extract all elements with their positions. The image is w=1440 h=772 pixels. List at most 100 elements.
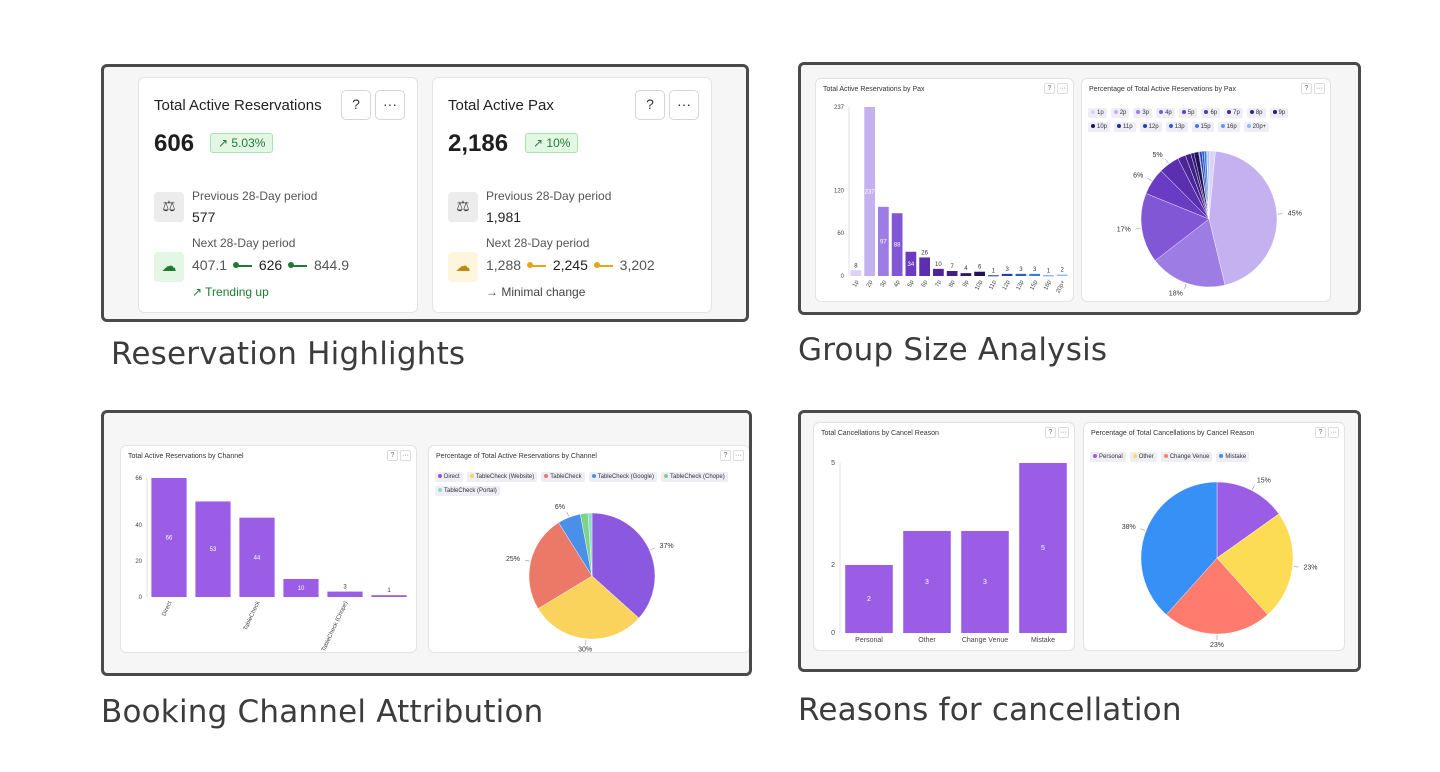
label-leader-line bbox=[566, 511, 569, 517]
y-tick-label: 120 bbox=[834, 188, 845, 194]
trend-label: ↗ Trending up bbox=[192, 285, 269, 299]
label-leader-line bbox=[1135, 228, 1141, 230]
legend-item[interactable]: 6p bbox=[1201, 108, 1221, 118]
legend-item[interactable]: Personal bbox=[1090, 452, 1126, 462]
data-label: 10 bbox=[935, 262, 942, 268]
legend-swatch-icon bbox=[1091, 110, 1095, 115]
y-tick-label: 20 bbox=[135, 559, 142, 565]
more-button[interactable]: ··· bbox=[1058, 427, 1069, 438]
slice-change-venue bbox=[1166, 557, 1268, 635]
legend-item[interactable]: 5p bbox=[1178, 108, 1198, 118]
chart-title: Percentage of Total Cancellations by Can… bbox=[1091, 430, 1255, 437]
forecast-range: 407.1 626 844.9 bbox=[192, 257, 349, 273]
x-tick-label: 15p bbox=[1029, 279, 1039, 291]
legend-item[interactable]: Mistake bbox=[1216, 452, 1250, 462]
help-button[interactable]: ? bbox=[341, 90, 371, 120]
legend-item[interactable]: 20p+ bbox=[1243, 122, 1270, 132]
legend-item[interactable]: 12p bbox=[1139, 122, 1162, 132]
help-button[interactable]: ? bbox=[720, 450, 731, 461]
legend-item[interactable]: Direct bbox=[435, 472, 463, 482]
data-label: 53 bbox=[210, 547, 217, 553]
slice-tablecheck-portal- bbox=[587, 512, 593, 577]
legend-item[interactable]: 2p bbox=[1110, 108, 1130, 118]
y-tick-label: 0 bbox=[139, 595, 143, 601]
legend-item[interactable]: Change Venue bbox=[1160, 452, 1213, 462]
help-button[interactable]: ? bbox=[387, 450, 398, 461]
chart-card-channel-pie: Percentage of Total Active Reservations … bbox=[428, 445, 749, 654]
next-period-label: Next 28-Day period bbox=[192, 236, 296, 250]
label-leader-line bbox=[1252, 484, 1255, 490]
legend-item[interactable]: 16p bbox=[1217, 122, 1240, 132]
legend-label: 9p bbox=[1278, 110, 1286, 116]
legend-label: 8p bbox=[1255, 110, 1263, 116]
help-button[interactable]: ? bbox=[1045, 427, 1056, 438]
forecast-icon: ☁ bbox=[154, 252, 184, 282]
x-tick-label: 13p bbox=[1016, 279, 1026, 291]
data-label: 8 bbox=[854, 263, 858, 269]
more-button[interactable]: ··· bbox=[400, 450, 411, 461]
caption-reservation-highlights: Reservation Highlights bbox=[111, 336, 466, 372]
bar-10p bbox=[974, 271, 985, 276]
forecast-range: 1,288 2,245 3,202 bbox=[486, 257, 655, 273]
slice-direct bbox=[591, 512, 656, 619]
more-button[interactable]: ··· bbox=[733, 450, 744, 461]
slice-other bbox=[1216, 513, 1294, 615]
legend-swatch-icon bbox=[438, 474, 442, 479]
legend-item[interactable]: Other bbox=[1129, 452, 1157, 462]
bar-tablecheck-portal- bbox=[371, 595, 407, 597]
legend-item[interactable]: 15p bbox=[1191, 122, 1214, 132]
legend-item[interactable]: 4p bbox=[1156, 108, 1175, 118]
more-button[interactable]: ··· bbox=[669, 90, 699, 120]
legend-swatch-icon bbox=[1219, 454, 1224, 459]
legend-item[interactable]: TableCheck (Google) bbox=[588, 472, 657, 482]
help-button[interactable]: ? bbox=[635, 90, 665, 120]
more-button[interactable]: ··· bbox=[375, 90, 405, 120]
legend-item[interactable]: 8p bbox=[1246, 108, 1266, 118]
legend-label: Other bbox=[1138, 454, 1154, 460]
legend-item[interactable]: 11p bbox=[1114, 122, 1136, 132]
data-label: 34 bbox=[908, 262, 915, 268]
legend-item[interactable]: TableCheck (Website) bbox=[466, 472, 538, 482]
more-button[interactable]: ··· bbox=[1057, 83, 1068, 94]
y-tick-label: 0 bbox=[841, 274, 845, 280]
legend-item[interactable]: TableCheck (Chope) bbox=[661, 472, 728, 482]
slice-4p bbox=[1140, 193, 1210, 261]
legend-swatch-icon bbox=[1181, 110, 1186, 115]
prev-period-label: Previous 28-Day period bbox=[192, 189, 318, 203]
legend-swatch-icon bbox=[1163, 454, 1168, 459]
data-label: 7 bbox=[950, 264, 954, 270]
legend-item[interactable]: 7p bbox=[1224, 108, 1243, 118]
legend-swatch-icon bbox=[1142, 124, 1147, 129]
legend-item[interactable]: 1p bbox=[1088, 108, 1107, 118]
bar-8p bbox=[946, 271, 958, 276]
bar-20p- bbox=[1056, 274, 1068, 276]
legend-swatch-icon bbox=[469, 474, 474, 479]
help-button[interactable]: ? bbox=[1315, 427, 1326, 438]
legend-label: 7p bbox=[1233, 110, 1240, 116]
bar-6p bbox=[919, 257, 930, 276]
legend-swatch-icon bbox=[1113, 110, 1118, 115]
legend-item[interactable]: TableCheck bbox=[541, 472, 585, 482]
legend-swatch-icon bbox=[1159, 110, 1164, 115]
help-button[interactable]: ? bbox=[1301, 83, 1312, 94]
legend-item[interactable]: 3p bbox=[1133, 108, 1153, 118]
help-button[interactable]: ? bbox=[1044, 83, 1055, 94]
legend-item[interactable]: 9p bbox=[1269, 108, 1289, 118]
chart-actions: ? ··· bbox=[1313, 427, 1339, 438]
bar-7p bbox=[933, 268, 944, 276]
legend-label: 2p bbox=[1119, 110, 1127, 116]
legend-item[interactable]: 13p bbox=[1165, 122, 1188, 132]
bar-personal bbox=[845, 565, 893, 633]
data-label: 3 bbox=[343, 585, 347, 591]
more-button[interactable]: ··· bbox=[1328, 427, 1339, 438]
legend-label: TableCheck (Chope) bbox=[670, 474, 725, 480]
pax-bar-chart: 06012023781p2372p973p884p345p266p107p78p… bbox=[834, 105, 1068, 294]
more-button[interactable]: ··· bbox=[1314, 83, 1325, 94]
legend-swatch-icon bbox=[1168, 124, 1173, 129]
forecast-mid: 626 bbox=[258, 257, 283, 273]
x-tick-label: 8p bbox=[948, 279, 957, 288]
legend-item[interactable]: 10p bbox=[1088, 122, 1111, 132]
x-tick-label: 7p bbox=[935, 279, 944, 288]
legend-item[interactable]: TableCheck (Portal) bbox=[435, 486, 500, 496]
